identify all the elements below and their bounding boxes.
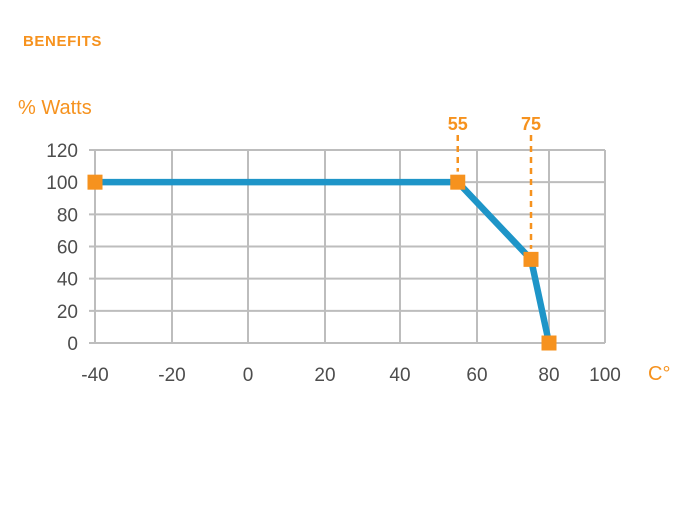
page-title: BENEFITS (23, 33, 102, 50)
y-tick-label: 80 (57, 205, 78, 226)
y-tick-label: 40 (57, 270, 78, 291)
x-tick-label: -40 (81, 365, 108, 386)
y-tick-label: 120 (46, 141, 78, 162)
x-tick-label: 40 (389, 365, 410, 386)
data-point-marker (450, 174, 466, 190)
y-axis-title: % Watts (18, 97, 92, 119)
y-tick-label: 20 (57, 302, 78, 323)
y-tick-label: 0 (67, 334, 78, 355)
annotation-label: 55 (448, 114, 468, 134)
y-tick-label: 60 (57, 238, 78, 259)
data-point-marker (541, 335, 557, 351)
x-axis-title: C° (648, 363, 671, 385)
x-tick-label: 60 (466, 365, 487, 386)
x-tick-label: 80 (538, 365, 559, 386)
x-tick-label: 20 (314, 365, 335, 386)
series-line (91, 178, 553, 347)
annotation-label: 75 (521, 114, 541, 134)
x-tick-label: 0 (243, 365, 254, 386)
y-tick-label: 100 (46, 173, 78, 194)
x-tick-label: -20 (158, 365, 185, 386)
x-tick-label: 100 (589, 365, 621, 386)
data-point-marker (523, 251, 539, 267)
data-point-marker (87, 174, 103, 190)
